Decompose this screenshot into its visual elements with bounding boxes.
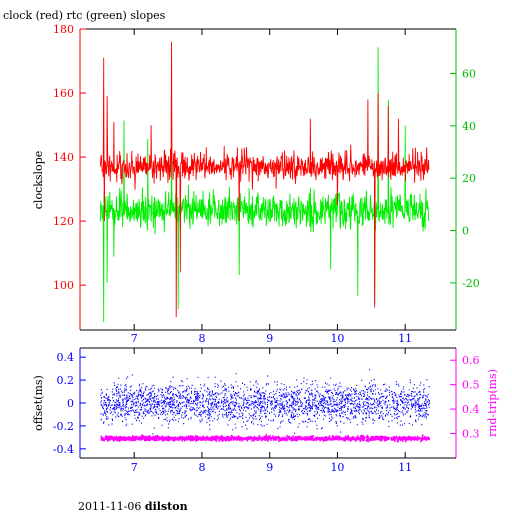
x-tick-label: 8 [198, 332, 205, 345]
y2-tick-label: -20 [462, 277, 480, 290]
x-tick-label: 9 [266, 332, 273, 345]
y2-tick-label: 0.5 [462, 379, 480, 392]
y2-tick-label: 0.4 [462, 403, 480, 416]
chart-title: clock (red) rtc (green) slopes [3, 9, 166, 22]
y2-tick-label: 0.3 [462, 428, 480, 441]
y-tick-label: 100 [53, 279, 74, 292]
top-chart-panel: 7 8 9 10 11 100 120 140 160 180 -20 0 20 40 60 clockslo… [32, 23, 480, 345]
y2-axis-title-rndtrip: rnd-trip(ms) [486, 369, 499, 437]
x-tick-label: 11 [398, 461, 412, 474]
rtc-series-line [99, 47, 430, 323]
footer: 2011-11-06 dilston [78, 500, 188, 513]
footer-date: 2011-11-06 [78, 500, 142, 513]
y2-tick-label: 40 [462, 120, 476, 133]
x-tick-label: 10 [330, 332, 344, 345]
offset-series-points [100, 369, 430, 435]
x-tick-label: 9 [266, 461, 273, 474]
x-tick-label: 7 [131, 461, 138, 474]
x-tick-label: 8 [198, 461, 205, 474]
rndtrip-series-points [100, 434, 430, 443]
clock-series-line [99, 41, 430, 318]
y-tick-label: 0.2 [57, 374, 75, 387]
y2-tick-label: 0.6 [462, 354, 480, 367]
y2-tick-label: 60 [462, 67, 476, 80]
y-tick-label: 160 [53, 87, 74, 100]
y-axis-title-offset: offset(ms) [32, 375, 45, 431]
y2-tick-label: 0 [462, 225, 469, 238]
y-tick-label: 0.4 [57, 351, 75, 364]
x-tick-label: 7 [131, 332, 138, 345]
y-tick-label: 140 [53, 151, 74, 164]
y-tick-label: -0.4 [53, 443, 74, 456]
y-tick-label: 120 [53, 215, 74, 228]
y2-tick-label: 20 [462, 172, 476, 185]
y-tick-label: 180 [53, 23, 74, 36]
x-tick-label: 11 [398, 332, 412, 345]
y-axis-title: clockslope [32, 151, 45, 209]
y-tick-label: 0 [67, 397, 74, 410]
x-tick-label: 10 [330, 461, 344, 474]
y-tick-label: -0.2 [53, 420, 74, 433]
footer-station: dilston [144, 500, 188, 513]
bottom-chart-panel: 7 8 9 10 11 -0.4 -0.2 0 0.2 0.4 0.3 0.4 0.5 0.6 offset… [32, 347, 499, 474]
